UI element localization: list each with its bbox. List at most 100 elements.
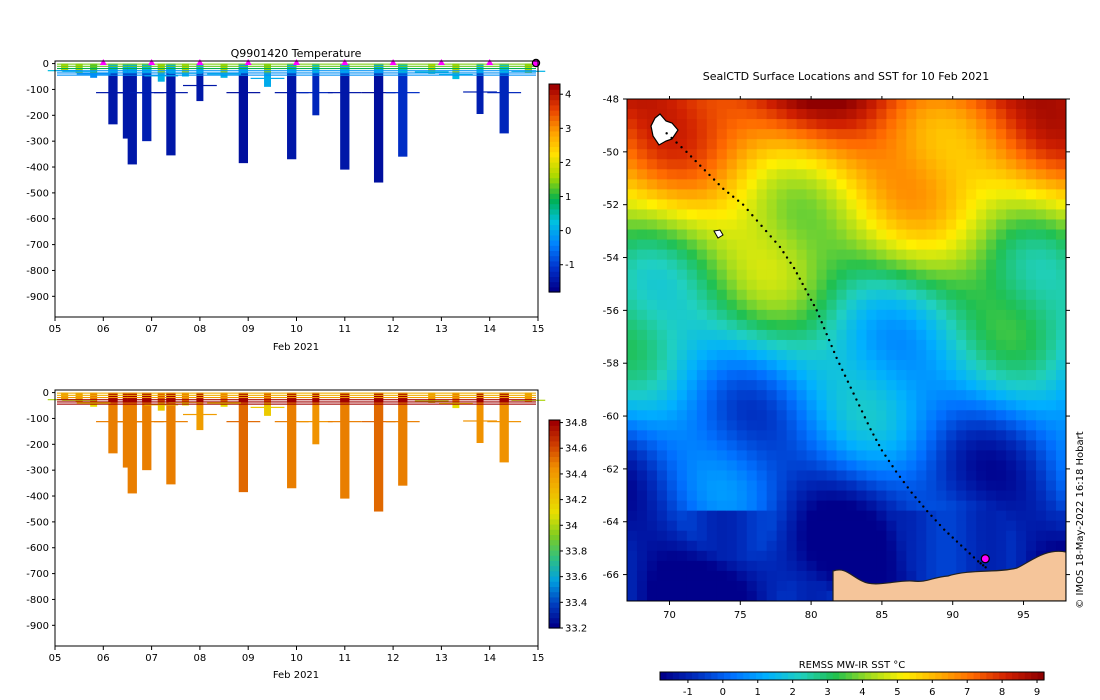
sst-cell	[656, 370, 668, 381]
profile-marker	[437, 59, 445, 65]
sst-cell	[966, 269, 977, 281]
sst-cell	[816, 199, 828, 211]
sst-cell	[916, 339, 927, 351]
sst-cell	[986, 279, 997, 291]
colorbar-step	[549, 167, 560, 173]
sst-cell	[706, 99, 718, 110]
sst-cell	[946, 370, 957, 381]
sst-colorbar-tick-label: 9	[1034, 687, 1040, 698]
sst-cell	[806, 299, 818, 311]
sst-cell	[656, 229, 668, 241]
sst-cell	[716, 169, 728, 180]
colorbar-step	[549, 234, 560, 241]
sst-cell	[856, 500, 868, 512]
sst-cell	[666, 380, 678, 391]
sst-colorbar-step	[813, 672, 821, 680]
sst-cell	[1016, 339, 1027, 351]
sst-cell	[966, 560, 977, 572]
sst-cell	[1026, 440, 1037, 451]
sst-cell	[846, 339, 858, 351]
sst-cell	[726, 119, 738, 130]
sst-cell	[976, 530, 987, 542]
sst-cell	[916, 309, 927, 321]
sst-colorbar-step	[698, 672, 706, 680]
sst-cell	[936, 420, 947, 431]
sst-cell	[826, 490, 838, 502]
sst-cell	[996, 370, 1007, 381]
sst-cell	[696, 480, 708, 492]
sst-cell	[636, 470, 648, 482]
sst-cell	[756, 269, 768, 281]
sst-cell	[746, 370, 758, 381]
sst-cell	[627, 390, 638, 401]
sst-cell	[736, 500, 748, 512]
sst-cell	[627, 430, 638, 441]
sst-cell	[646, 259, 658, 271]
sst-cell	[946, 440, 957, 451]
profile-cast	[373, 63, 384, 183]
sst-cell	[996, 289, 1007, 301]
sst-cell	[816, 259, 828, 271]
sst-cell	[766, 570, 778, 582]
sst-colorbar-step	[852, 672, 859, 680]
sst-cell	[866, 490, 878, 502]
sst-cell	[886, 410, 897, 421]
profile-cast	[122, 392, 133, 468]
track-point	[755, 219, 759, 222]
sst-cell	[676, 289, 688, 301]
sst-cell	[706, 149, 718, 160]
sst-cell	[666, 480, 678, 492]
sst-cell	[786, 510, 798, 522]
sst-cell	[1026, 430, 1037, 441]
sst-cell	[686, 109, 698, 120]
sst-cell	[736, 99, 748, 110]
sst-cell	[686, 510, 698, 522]
sst-cell	[726, 339, 738, 351]
colorbar-step	[549, 534, 560, 541]
sst-cell	[896, 109, 907, 120]
sst-colorbar-tick-label: 0	[720, 687, 726, 698]
sst-colorbar-step	[839, 672, 847, 680]
sst-cell	[906, 390, 917, 401]
sst-cell	[786, 570, 798, 582]
sst-cell	[936, 430, 947, 441]
sst-cell	[846, 319, 858, 331]
sst-cell	[786, 380, 798, 391]
sst-cell	[646, 440, 658, 451]
sst-cell	[636, 129, 648, 140]
colorbar-tick-label: 1	[565, 192, 571, 203]
sst-cell	[766, 540, 778, 552]
sst-cell	[846, 129, 858, 140]
sst-cell	[976, 179, 987, 190]
sst-cell	[1046, 329, 1057, 341]
sst-cell	[646, 289, 658, 301]
sst-cell	[766, 249, 778, 261]
sst-cell	[946, 199, 957, 211]
surface-band	[57, 392, 536, 394]
sst-cell	[1036, 470, 1047, 482]
sst-cell	[716, 139, 728, 150]
sst-cell	[936, 199, 947, 211]
sst-cell	[796, 560, 808, 572]
sst-cell	[776, 99, 788, 110]
antarctica-landmass	[832, 550, 1066, 601]
sst-cell	[736, 249, 748, 261]
x-tick-label: 15	[532, 324, 545, 335]
sst-cell	[706, 189, 718, 200]
sst-cell	[976, 480, 987, 492]
sst-cell	[706, 520, 718, 532]
sst-cell	[766, 560, 778, 572]
sst-cell	[1046, 500, 1057, 512]
sst-cell	[986, 350, 997, 361]
sst-cell	[646, 199, 658, 211]
sst-cell	[676, 580, 688, 592]
sst-cell	[966, 480, 977, 492]
sst-cell	[636, 380, 648, 391]
sst-cell	[786, 370, 798, 381]
sst-cell	[666, 360, 678, 371]
sst-cell	[856, 209, 868, 221]
sst-cell	[1036, 259, 1047, 271]
sst-cell	[706, 209, 718, 221]
sst-cell	[627, 590, 638, 601]
